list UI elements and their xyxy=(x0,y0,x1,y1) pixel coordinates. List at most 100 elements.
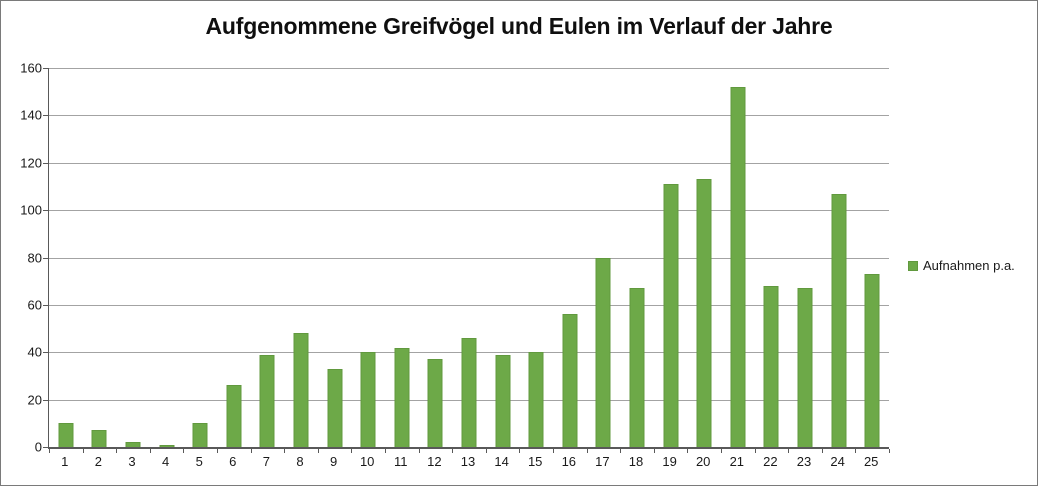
bar xyxy=(259,354,275,447)
x-tick-label: 21 xyxy=(729,454,745,469)
x-axis-tick xyxy=(721,449,722,453)
y-tick-label: 160 xyxy=(20,60,42,76)
x-axis-tick xyxy=(351,449,353,453)
x-tick-label: 23 xyxy=(796,454,812,469)
bar xyxy=(226,385,242,447)
x-axis-tick xyxy=(82,449,84,453)
bar xyxy=(125,442,141,447)
x-axis-tick xyxy=(687,449,689,453)
x-tick-label: 15 xyxy=(527,454,543,469)
plot-area xyxy=(43,68,890,453)
x-tick-label: 25 xyxy=(863,454,879,469)
x-tick-label: 4 xyxy=(161,454,170,469)
bar xyxy=(663,184,679,447)
bar xyxy=(730,86,746,447)
bar xyxy=(528,352,544,447)
bar xyxy=(91,430,107,447)
bar xyxy=(461,338,477,447)
x-axis-tick xyxy=(149,449,151,453)
x-tick-label: 20 xyxy=(695,454,711,469)
bar xyxy=(629,288,645,447)
x-tick-label: 10 xyxy=(359,454,375,469)
x-tick-label: 22 xyxy=(763,454,778,469)
x-tick-label: 3 xyxy=(128,454,136,469)
x-tick-label: 2 xyxy=(94,454,103,469)
x-axis-tick xyxy=(855,449,857,453)
x-axis-tick xyxy=(183,449,185,453)
x-tick-label: 19 xyxy=(662,454,677,469)
x-axis-tick xyxy=(620,449,622,453)
bar xyxy=(394,347,410,447)
x-tick-label: 7 xyxy=(262,454,271,469)
bar xyxy=(495,354,511,447)
x-tick-label: 9 xyxy=(329,454,338,469)
gridline xyxy=(49,257,889,259)
bar xyxy=(797,288,813,447)
bar xyxy=(327,368,343,447)
bar xyxy=(763,285,779,447)
x-axis-tick xyxy=(519,449,521,453)
x-tick-label: 14 xyxy=(494,454,509,469)
x-axis-tick xyxy=(821,449,823,453)
x-tick-label: 11 xyxy=(394,454,408,469)
y-axis-tick xyxy=(43,447,49,448)
gridline xyxy=(49,68,889,69)
x-axis-tick xyxy=(217,449,218,453)
y-tick-label: 80 xyxy=(27,250,42,265)
x-axis-tick xyxy=(754,449,756,453)
x-axis-tick xyxy=(788,449,790,453)
y-axis-tick xyxy=(43,68,49,69)
legend: Aufnahmen p.a. xyxy=(908,258,1015,273)
x-tick-label: 6 xyxy=(229,454,237,469)
bar xyxy=(595,257,611,447)
x-axis-tick xyxy=(49,449,50,453)
gridline xyxy=(49,115,889,117)
bar xyxy=(562,314,578,447)
y-axis-tick xyxy=(43,352,49,354)
x-tick-label: 1 xyxy=(61,454,69,469)
gridline xyxy=(49,162,889,164)
gridline xyxy=(49,304,889,306)
y-axis-tick xyxy=(43,304,49,306)
x-tick-label: 18 xyxy=(628,454,644,469)
gridline xyxy=(49,210,889,212)
legend-label: Aufnahmen p.a. xyxy=(923,258,1015,273)
y-tick-label: 0 xyxy=(34,439,42,455)
x-tick-label: 5 xyxy=(195,454,203,469)
y-axis-labels: 0 20 40 60 80 100 120 140 160 xyxy=(1,61,42,455)
x-tick-label: 8 xyxy=(296,454,304,469)
y-axis-tick xyxy=(43,257,49,259)
x-tick-label: 17 xyxy=(595,454,610,469)
y-axis-tick xyxy=(43,210,49,212)
x-tick-label: 12 xyxy=(427,454,442,469)
x-axis-labels: 1 2 3 4 5 6 7 8 9 10 11 12 13 14 15 16 17 18 19 20 21 22 23 24 2… xyxy=(48,454,888,474)
bar xyxy=(831,193,847,447)
bar xyxy=(360,352,376,447)
x-tick-label: 16 xyxy=(561,454,577,469)
y-axis-tick xyxy=(43,162,49,164)
x-axis-tick xyxy=(317,449,319,453)
x-axis-tick xyxy=(116,449,118,453)
bar xyxy=(58,423,74,447)
y-tick-label: 140 xyxy=(20,107,42,123)
bar xyxy=(159,444,175,447)
y-tick-label: 20 xyxy=(27,392,42,408)
x-axis-tick xyxy=(586,449,588,453)
x-axis-tick xyxy=(385,449,386,453)
y-axis-tick xyxy=(43,115,49,117)
y-tick-label: 60 xyxy=(27,297,42,313)
chart-title: Aufgenommene Greifvögel und Eulen im Ver… xyxy=(205,13,833,39)
x-tick-label: 13 xyxy=(460,454,476,469)
x-axis-tick xyxy=(553,449,554,453)
y-axis-tick xyxy=(43,399,49,401)
legend-swatch-icon xyxy=(908,260,918,271)
bar xyxy=(696,179,712,447)
bar xyxy=(427,359,443,447)
x-axis-tick xyxy=(284,449,286,453)
x-axis-tick xyxy=(452,449,454,453)
x-axis-tick xyxy=(418,449,420,453)
bar xyxy=(192,423,208,447)
x-axis-tick xyxy=(889,449,890,453)
x-tick-label: 24 xyxy=(830,454,845,469)
